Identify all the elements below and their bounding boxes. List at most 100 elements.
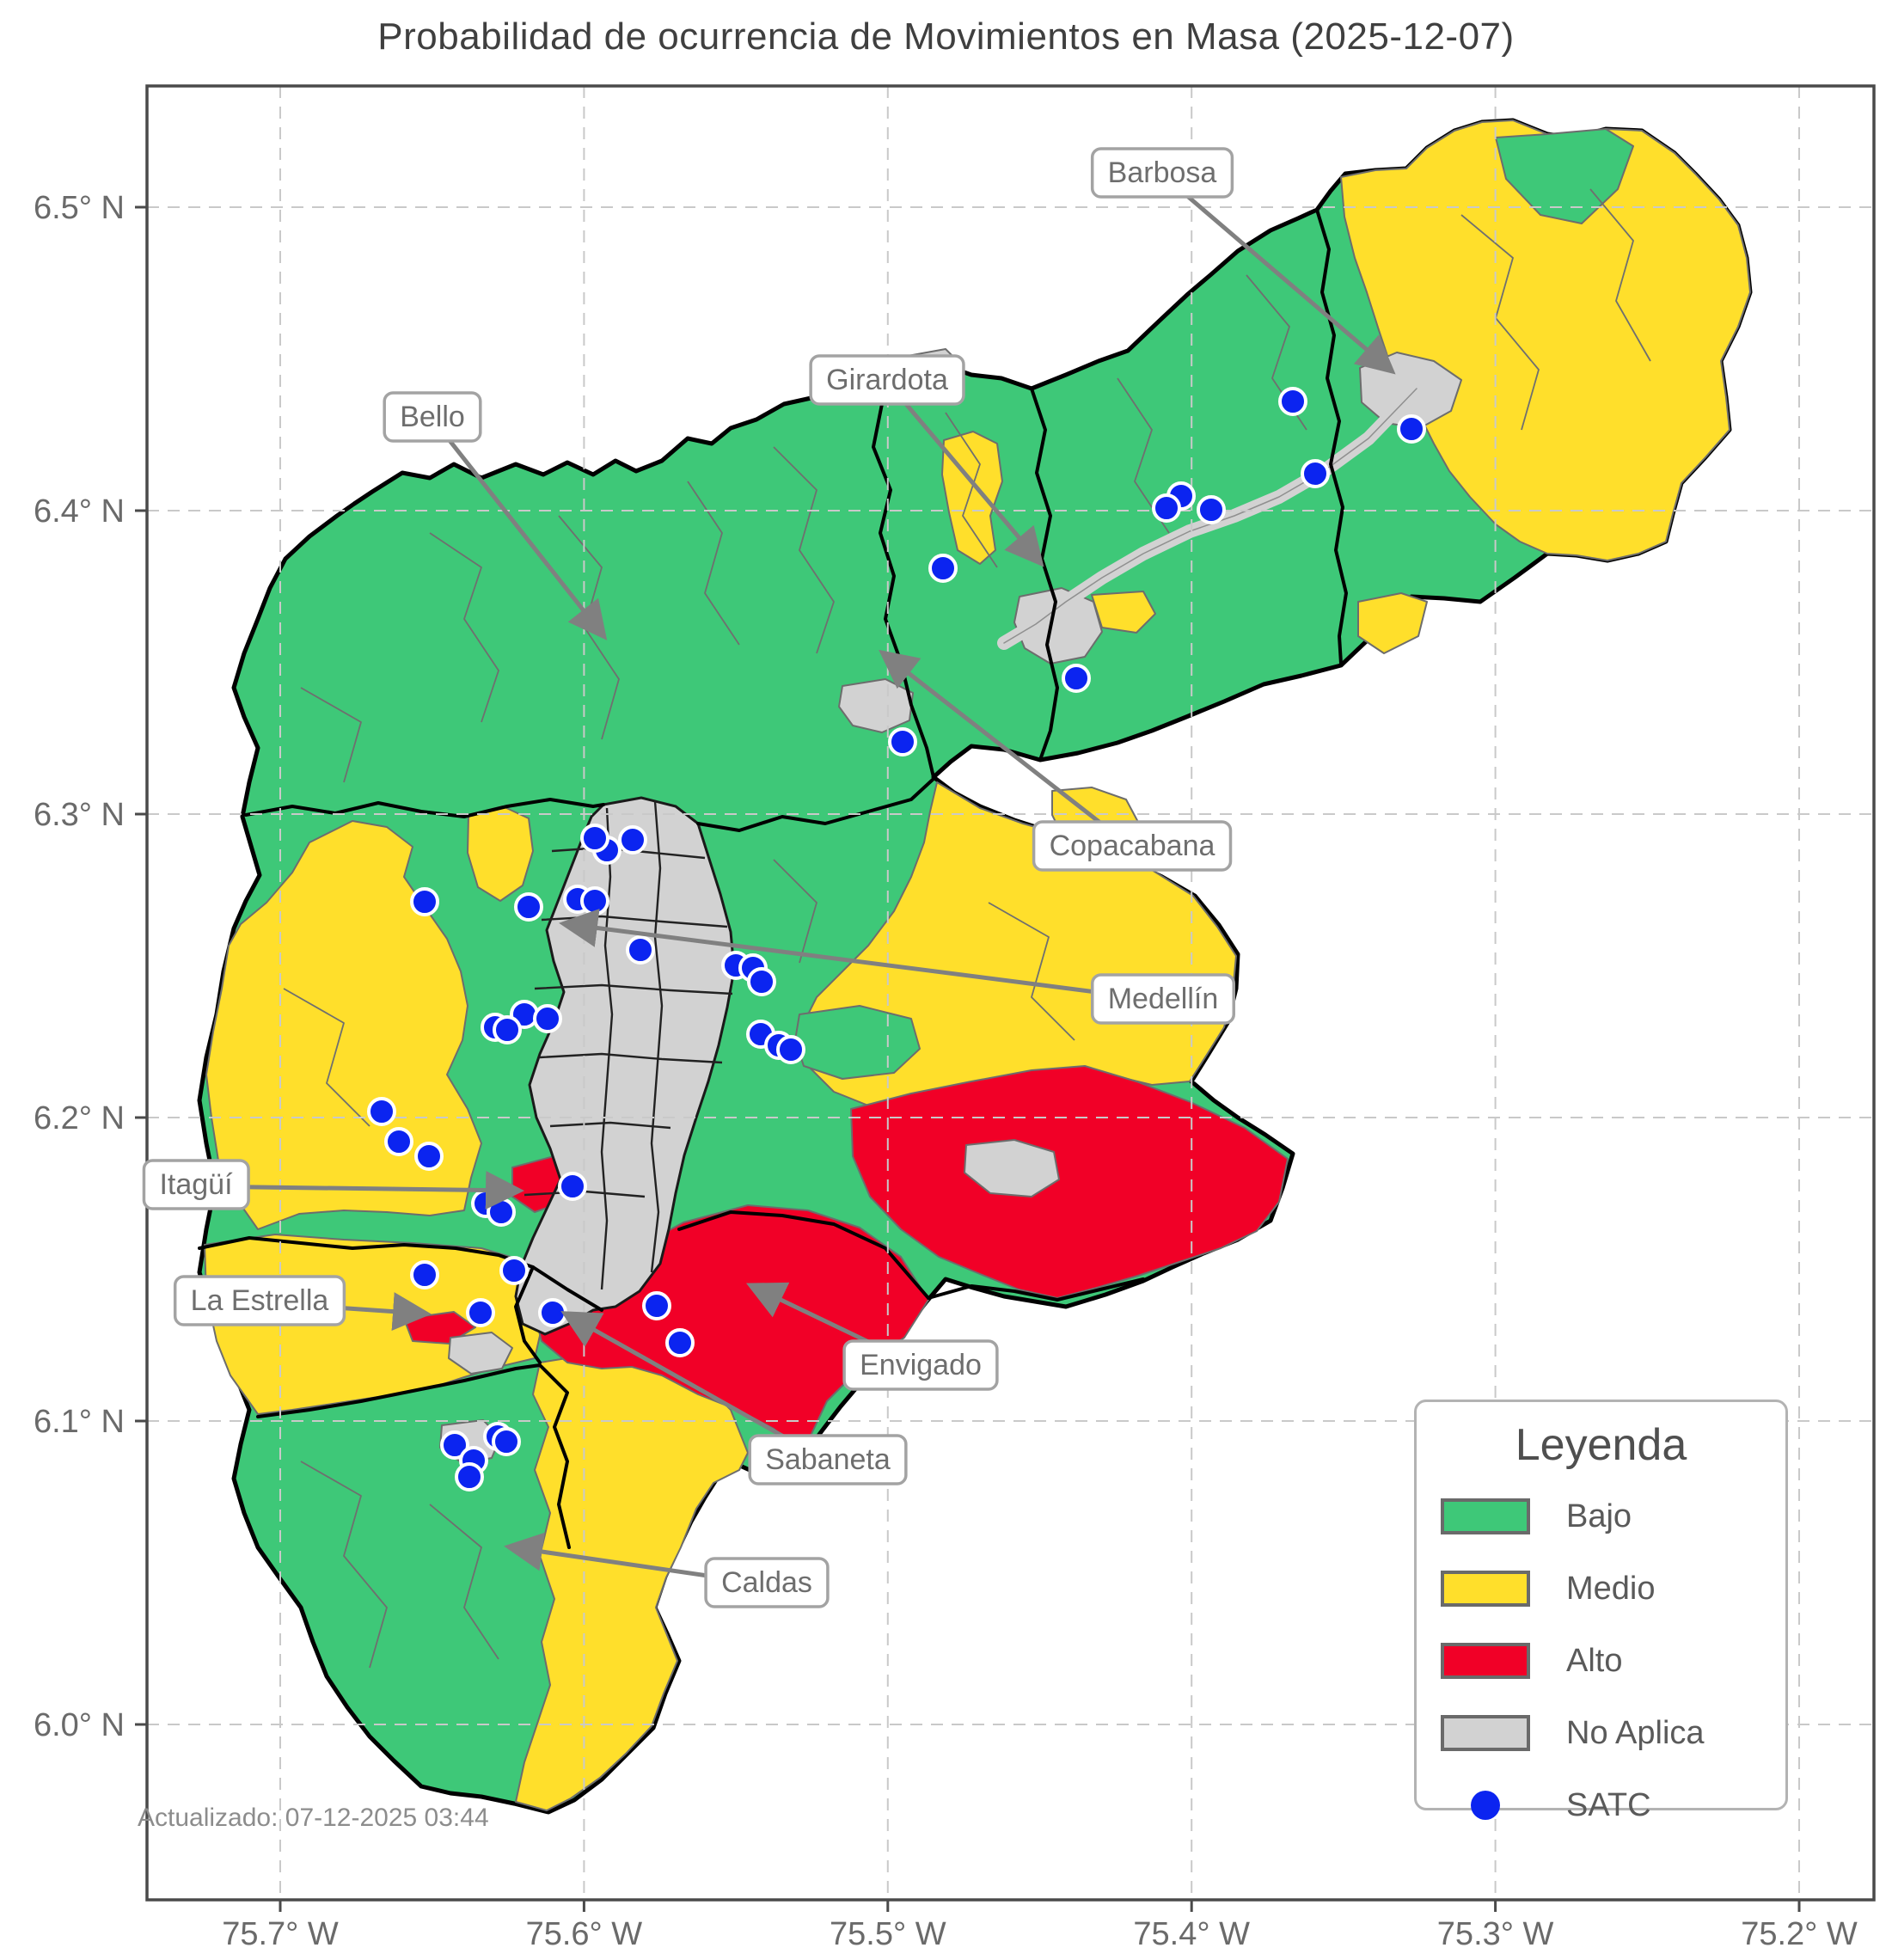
satc-point [410,1260,439,1289]
callout-sabaneta: Sabaneta [560,1311,908,1485]
vereda-boundary-2 [687,481,740,646]
x-tick-label: 75.7° W [222,1916,339,1952]
municipio-boundary-5 [198,1236,603,1312]
satc-point [1301,459,1330,488]
y-tick-label: 6.1° N [34,1404,125,1440]
callout-box [748,1434,908,1485]
satc-point [499,1256,529,1285]
municipio-boundary-8 [256,1363,542,1418]
x-tick-label: 75.5° W [830,1916,946,1952]
callout-copacabana: Copacabana [879,649,1233,872]
callout-la-estrella: La Estrella [173,1275,432,1332]
callout-label: Caldas [721,1566,812,1599]
satc-point [1278,387,1307,416]
satc-point [414,1142,444,1171]
legend-item-label: Alto [1566,1642,1623,1679]
satc-point [367,1097,396,1126]
callout-box [1032,820,1233,872]
satc-point [1197,495,1226,524]
callout-itagui: Itagüí [142,1159,524,1210]
satc-point [776,1035,805,1064]
satc-point [1062,664,1091,693]
vereda-boundary-13 [988,902,1075,1041]
legend: Leyenda Bajo Medio Alto No Aplica SATC [1414,1400,1788,1823]
municipio-boundary-6 [677,1210,930,1300]
legend-item-label: SATC [1566,1786,1651,1823]
legend-item-satc: SATC [1441,1775,1785,1835]
y-tick-label: 6.0° N [34,1707,125,1743]
y-tick-label: 6.4° N [34,493,125,530]
callout-label: Barbosa [1108,156,1217,189]
callout-label: Sabaneta [765,1443,891,1476]
callout-medellin: Medellín [559,909,1236,1025]
satc-point [618,825,647,854]
callout-barbosa: Barbosa [1090,147,1396,375]
plot-frame [145,84,1876,1902]
satc-point [558,1172,587,1201]
municipio-boundary-0 [866,363,935,779]
municipio-boundary-9 [538,1363,571,1549]
legend-swatch-alto [1441,1643,1530,1679]
vereda-boundary-11 [300,1461,388,1669]
municipio-boundary-1 [1030,387,1059,762]
vereda-boundary-0 [429,532,499,723]
callout-caldas: Caldas [504,1532,830,1608]
legend-item-label: No Aplica [1566,1714,1705,1751]
satc-point [1152,493,1181,523]
vereda-boundary-5 [1117,377,1170,534]
callout-label: Itagüí [159,1168,233,1201]
callout-box [142,1159,250,1210]
satc-point [1397,414,1426,444]
callout-box [1090,973,1236,1025]
page-title: Probabilidad de ocurrencia de Movimiento… [377,15,1515,58]
vereda-boundary-10 [283,988,370,1127]
satc-point [384,1127,413,1156]
x-tick-label: 75.6° W [526,1916,643,1952]
municipio-boundary-7 [927,1277,1145,1302]
municipio-boundary-10 [514,1265,542,1364]
satc-point [533,1004,562,1033]
legend-item-alto: Alto [1441,1631,1785,1691]
map-region-este-gris [964,1139,1060,1197]
satc-marker-icon [1471,1791,1500,1820]
callout-box [809,354,965,406]
callout-girardota: Girardota [809,354,1044,567]
callout-bello: Bello [383,391,608,640]
map-region-medellin-oeste-amarillo [467,805,534,902]
legend-item-medio: Medio [1441,1559,1785,1619]
callout-arrow [559,909,1164,1003]
legend-swatch-no-aplica [1441,1715,1530,1751]
y-tick-label: 6.2° N [34,1100,125,1136]
map-region-estrella-urbano [448,1332,513,1375]
legend-item-bajo: Bajo [1441,1486,1785,1547]
satc-point [580,824,609,853]
callout-label: Girardota [826,364,948,396]
satc-point [487,1197,516,1227]
river-corridor-edge [1003,388,1417,644]
vereda-boundary-8 [1589,188,1651,362]
vereda-boundary-12 [429,1504,499,1660]
callout-label: La Estrella [191,1284,329,1317]
satc-point [514,892,543,922]
legend-title: Leyenda [1515,1420,1687,1470]
callout-label: Bello [400,401,465,433]
satc-point [665,1328,695,1357]
vereda-boundary-9 [300,687,362,783]
legend-item-no-aplica: No Aplica [1441,1703,1785,1763]
y-tick-label: 6.3° N [34,797,125,833]
satc-point [747,967,776,996]
x-tick-label: 75.4° W [1133,1916,1250,1952]
satc-point [538,1298,567,1327]
comuna-boundary-3 [539,1052,723,1064]
y-tick-label: 6.5° N [34,190,125,226]
comuna-boundary-2 [534,983,733,995]
map-region-envigado-alto [850,1065,1289,1299]
satc-point [928,554,958,583]
satc-point [492,1427,521,1456]
callout-box [383,391,482,443]
comuna-boundary-7 [650,800,664,1273]
satc-point [888,727,917,756]
map-region-girardota-este [1091,591,1156,634]
